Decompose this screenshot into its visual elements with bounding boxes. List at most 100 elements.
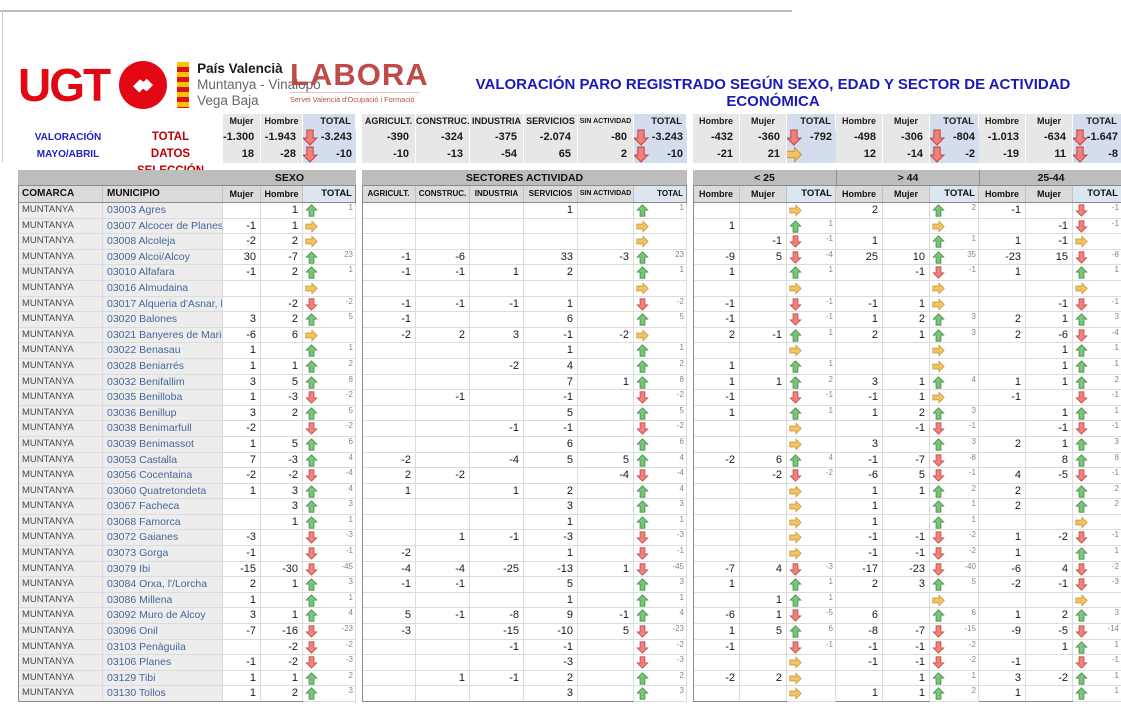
- municipio-link[interactable]: 03021 Banyeres de Mariola: [103, 327, 223, 344]
- total-value: 1: [679, 203, 684, 212]
- table-row: -2 6 4 -1 -7 -8 8 8: [693, 452, 1121, 469]
- municipio-link[interactable]: 03035 Benilloba: [103, 390, 223, 406]
- table-row: 5 -1 -8 9 -1 4: [362, 608, 687, 625]
- municipio-link[interactable]: 03009 Alcoi/Alcoy: [103, 249, 223, 266]
- cell-mujer: -2: [223, 421, 261, 437]
- comarca-cell: MUNTANYA: [18, 592, 103, 609]
- cell-hombre: 2: [261, 312, 303, 328]
- cell-industria: [470, 218, 524, 235]
- total-value: 5: [971, 577, 976, 587]
- summary-value-cell: 2: [578, 146, 634, 163]
- municipio-link[interactable]: 03039 Benimassot: [103, 436, 223, 453]
- total-value: 1: [1114, 670, 1119, 680]
- cell-hombre: -1: [836, 546, 883, 562]
- total-cell: -1: [1073, 203, 1121, 219]
- municipio-link[interactable]: 03096 Onil: [103, 624, 223, 640]
- municipio-link[interactable]: 03016 Almudaina: [103, 280, 223, 297]
- municipio-link[interactable]: 03028 Beniarrés: [103, 358, 223, 375]
- cell-hombre: 1: [979, 608, 1026, 625]
- summary-value-cell: -390: [362, 129, 416, 146]
- cell-hombre: -7: [693, 561, 740, 578]
- summary-total-value: -8: [1108, 148, 1118, 160]
- municipio-link[interactable]: 03086 Millena: [103, 592, 223, 609]
- municipio-link[interactable]: 03036 Benillup: [103, 405, 223, 422]
- municipio-link[interactable]: 03010 Alfafara: [103, 265, 223, 281]
- summary-value-cell: -360: [740, 129, 787, 146]
- municipio-link[interactable]: 03103 Penàguila: [103, 639, 223, 656]
- total-cell: -2: [634, 421, 687, 437]
- total-cell: 1: [1073, 686, 1121, 702]
- municipio-link[interactable]: 03007 Alcocer de Planes: [103, 218, 223, 235]
- total-value: 4: [348, 608, 353, 618]
- municipio-link[interactable]: 03003 Agres: [103, 203, 223, 219]
- total-value: -1: [1111, 655, 1119, 665]
- total-cell: 2: [930, 686, 979, 702]
- down-arrow-icon: [1075, 329, 1088, 342]
- comarca-cell: MUNTANYA: [18, 265, 103, 281]
- cell-hombre: [979, 218, 1026, 235]
- total-cell: -1: [787, 390, 836, 406]
- total-cell: 1: [634, 343, 687, 359]
- up-arrow-icon: [1075, 547, 1088, 560]
- total-value: -3: [676, 530, 684, 540]
- municipio-link[interactable]: 03038 Benimarfull: [103, 421, 223, 437]
- municipio-link[interactable]: 03032 Benifallim: [103, 374, 223, 391]
- municipio-link[interactable]: 03073 Gorga: [103, 546, 223, 562]
- municipio-link[interactable]: 03084 Orxa, l'/Lorcha: [103, 577, 223, 593]
- table-row: MUNTANYA 03053 Castalla 7 -3 4: [18, 452, 356, 469]
- comarca-cell: MUNTANYA: [18, 468, 103, 484]
- cell-mujer: [223, 296, 261, 313]
- municipio-link[interactable]: 03020 Balones: [103, 312, 223, 328]
- cell-sin-actividad: [578, 265, 634, 281]
- summary-col-header: AGRICULT.: [362, 114, 416, 129]
- summary-value-cell: 21: [740, 146, 787, 163]
- col-header-hombre: Hombre: [261, 186, 303, 202]
- municipio-link[interactable]: 03060 Quatretondeta: [103, 483, 223, 500]
- cell-sin-actividad: -2: [578, 327, 634, 344]
- municipio-link[interactable]: 03106 Planes: [103, 655, 223, 671]
- table-row: -1 -1 1 2 3 2 1 3: [693, 312, 1121, 328]
- cell-hombre: -1: [836, 296, 883, 313]
- cell-mujer: -1: [1026, 577, 1073, 593]
- total-value: 1: [971, 514, 976, 524]
- cell-hombre: -3: [261, 390, 303, 406]
- municipio-link[interactable]: 03056 Cocentaina: [103, 468, 223, 484]
- table-row: 1 5 6 -8 -7 -15 -9 -5 -14: [693, 624, 1121, 640]
- municipio-link[interactable]: 03022 Benasau: [103, 343, 223, 359]
- cell-mujer: -1: [1026, 234, 1073, 250]
- summary-col-header: TOTAL: [930, 114, 979, 129]
- total-value: -1: [825, 234, 833, 244]
- up-arrow-icon: [305, 609, 318, 623]
- total-value: -1: [676, 546, 684, 556]
- cell-hombre: [693, 468, 740, 484]
- cell-sin-actividad: [578, 312, 634, 328]
- cell-hombre: [979, 514, 1026, 531]
- table-row: MUNTANYA 03129 Tibi 1 1 2: [18, 670, 356, 687]
- cell-mujer: [740, 499, 787, 515]
- municipio-link[interactable]: 03017 Alqueria d'Asnar, l': [103, 296, 223, 313]
- total-cell: [930, 390, 979, 406]
- municipio-link[interactable]: 03130 Tollos: [103, 686, 223, 702]
- municipio-link[interactable]: 03053 Castalla: [103, 452, 223, 469]
- cell-hombre: -2: [693, 670, 740, 687]
- cell-servicios: 1: [524, 203, 578, 219]
- cell-hombre: 2: [836, 327, 883, 344]
- total-cell: 3: [634, 499, 687, 515]
- municipio-link[interactable]: 03092 Muro de Alcoy: [103, 608, 223, 625]
- up-arrow-icon: [789, 360, 802, 373]
- municipio-link[interactable]: 03068 Famorca: [103, 514, 223, 531]
- down-arrow-icon: [305, 391, 318, 404]
- municipio-link[interactable]: 03067 Facheca: [103, 499, 223, 515]
- total-cell: -1: [787, 296, 836, 313]
- cell-hombre: 1: [979, 234, 1026, 250]
- municipio-link[interactable]: 03079 Ibi: [103, 561, 223, 578]
- municipio-link[interactable]: 03129 Tibi: [103, 670, 223, 687]
- cell-servicios: 2: [524, 670, 578, 687]
- total-cell: [930, 358, 979, 375]
- down-arrow-icon: [303, 146, 319, 163]
- municipio-link[interactable]: 03072 Gaianes: [103, 530, 223, 547]
- municipio-link[interactable]: 03008 Alcoleja: [103, 234, 223, 250]
- summary-total-cell: -792: [787, 129, 836, 146]
